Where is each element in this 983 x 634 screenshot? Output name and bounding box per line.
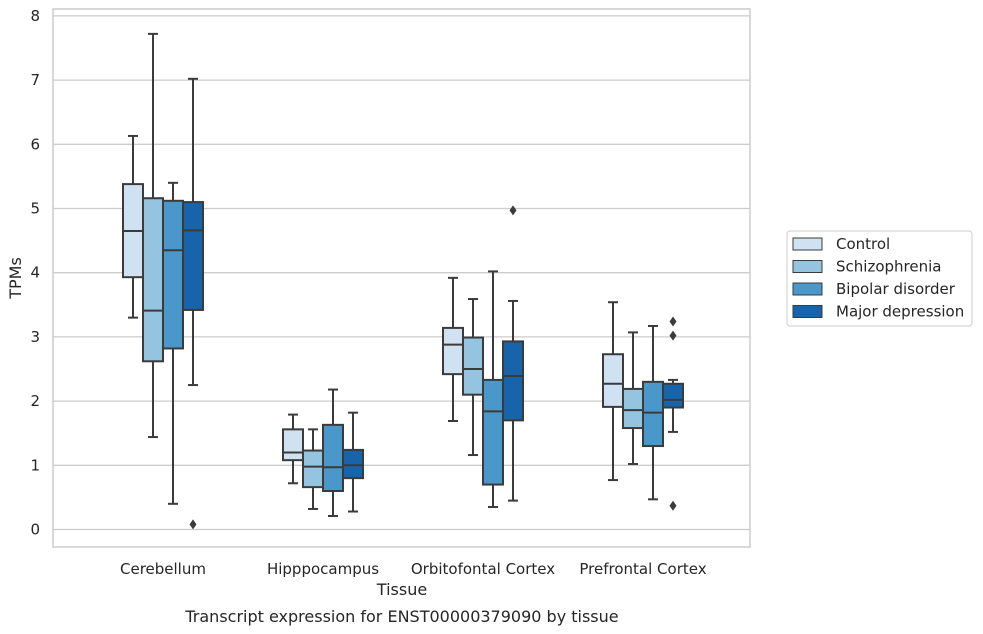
- box-iqr: [502, 340, 524, 422]
- outlier-point: [669, 330, 677, 341]
- legend-swatch: [792, 260, 823, 273]
- box-iqr: [602, 353, 624, 408]
- box-control: [282, 413, 304, 485]
- box-iqr: [482, 378, 504, 486]
- box-major-depression: [502, 205, 524, 502]
- box-iqr: [622, 387, 644, 430]
- x-axis-ticks: Cerebellum Hipppocampus Orbitofontal Corte…: [120, 560, 707, 578]
- y-tick-label: 5: [30, 200, 40, 218]
- legend-label: Bipolar disorder: [836, 280, 956, 298]
- x-tick-label: Prefrontal Cortex: [579, 560, 706, 578]
- box-groups: [122, 32, 684, 530]
- box-major-depression: [662, 316, 684, 511]
- box-bipolar-disorder: [642, 324, 664, 501]
- y-tick-label: 7: [30, 71, 40, 89]
- box-major-depression: [182, 77, 204, 530]
- outlier-point: [669, 500, 677, 511]
- x-tick-label: Hipppocampus: [267, 560, 379, 578]
- plot-area-frame: [52, 8, 751, 548]
- box-iqr: [162, 199, 184, 350]
- y-tick-label: 6: [30, 135, 40, 153]
- box-iqr: [342, 448, 364, 480]
- chart-caption: Transcript expression for ENST0000037909…: [184, 607, 618, 626]
- box-iqr: [662, 382, 684, 409]
- box-iqr: [302, 449, 324, 489]
- box-bipolar-disorder: [482, 270, 504, 509]
- x-tick-label: Orbitofontal Cortex: [411, 560, 555, 578]
- box-schizophrenia: [622, 331, 644, 466]
- box-iqr: [642, 380, 664, 448]
- legend-label: Schizophrenia: [836, 258, 941, 276]
- box-iqr: [322, 423, 344, 492]
- box-schizophrenia: [462, 298, 484, 457]
- outlier-point: [189, 519, 197, 530]
- outlier-point: [669, 316, 677, 327]
- legend-swatch: [792, 282, 823, 296]
- x-tick-label: Cerebellum: [120, 560, 206, 578]
- legend-swatch: [792, 237, 823, 251]
- box-iqr: [142, 197, 164, 363]
- outlier-point: [509, 205, 517, 216]
- y-tick-label: 3: [30, 328, 40, 346]
- y-axis-title: TPMs: [6, 257, 25, 300]
- x-axis-title: Tissue: [376, 580, 427, 599]
- box-iqr: [182, 201, 204, 311]
- box-iqr: [462, 336, 484, 396]
- box-control: [602, 301, 624, 482]
- y-tick-label: 1: [30, 456, 40, 474]
- y-tick-label: 4: [30, 264, 40, 282]
- box-iqr: [442, 326, 464, 376]
- legend-label: Major depression: [836, 303, 964, 321]
- y-tick-label: 0: [30, 521, 40, 539]
- legend-label: Control: [836, 235, 890, 253]
- legend-swatch: [792, 305, 823, 318]
- y-tick-label: 8: [30, 7, 40, 25]
- y-tick-label: 2: [30, 392, 40, 410]
- legend: Control Schizophrenia Bipolar disorder Majo…: [786, 230, 973, 327]
- box-bipolar-disorder: [162, 181, 184, 505]
- box-major-depression: [342, 411, 364, 513]
- legend-frame: [786, 230, 973, 327]
- y-axis-ticks: 0 1 2 3 4 5 6 7 8: [30, 7, 40, 539]
- box-iqr: [282, 428, 304, 462]
